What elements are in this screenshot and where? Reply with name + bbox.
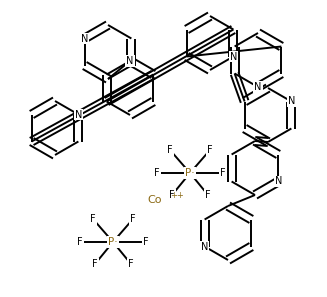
Text: F: F [128,259,134,269]
Text: F: F [92,259,98,269]
Text: P·: P· [108,237,118,247]
Text: Co: Co [148,195,162,205]
Text: N: N [81,34,88,43]
Text: F: F [130,214,136,224]
Text: N: N [230,51,237,61]
Text: N: N [75,110,82,119]
Text: F: F [220,168,226,178]
Text: N: N [126,56,134,66]
Text: N: N [275,176,282,187]
Text: F: F [167,145,173,155]
Text: ++: ++ [170,190,184,200]
Text: F: F [169,190,175,200]
Text: P·: P· [185,168,195,178]
Text: F: F [154,168,160,178]
Text: F: F [90,214,96,224]
Text: F: F [77,237,83,247]
Text: F: F [205,190,211,200]
Text: F: F [143,237,149,247]
Text: F: F [207,145,213,155]
Text: N: N [254,82,262,92]
Text: N: N [201,241,208,252]
Text: N: N [288,97,295,107]
